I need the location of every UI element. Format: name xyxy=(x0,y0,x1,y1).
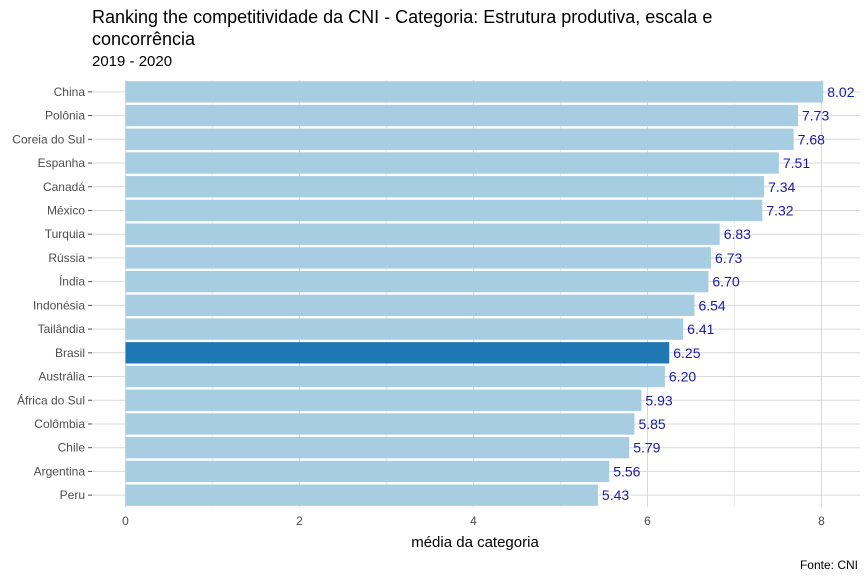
bar-layer xyxy=(125,81,824,506)
data-label: 6.70 xyxy=(712,274,739,290)
y-tick-label: Argentina xyxy=(34,464,86,478)
bar-indon-sia xyxy=(125,294,695,317)
bar-coreia-do-sul xyxy=(125,128,794,150)
data-label: 6.83 xyxy=(724,226,751,242)
source-caption: Fonte: CNI xyxy=(799,558,858,572)
y-tick-label: Índia xyxy=(59,274,85,289)
bar-brasil xyxy=(125,342,670,364)
data-label: 6.54 xyxy=(698,297,725,313)
bar-espanha xyxy=(125,152,779,174)
data-label: 6.20 xyxy=(669,369,696,385)
x-tick-label: 0 xyxy=(122,514,129,528)
data-label: 5.85 xyxy=(638,416,665,432)
bar-austr-lia xyxy=(125,365,665,388)
y-tick-label: Espanha xyxy=(38,156,86,170)
y-tick-label: México xyxy=(47,203,85,217)
bar--ndia xyxy=(125,270,709,293)
y-tick-label: China xyxy=(54,85,86,99)
data-label: 7.73 xyxy=(802,108,829,124)
x-tick-label: 8 xyxy=(818,514,825,528)
data-label: 6.41 xyxy=(687,321,714,337)
data-label: 7.34 xyxy=(768,179,795,195)
chart-title: Ranking the competitividade da CNI - Cat… xyxy=(92,7,713,49)
data-label: 5.79 xyxy=(633,440,660,456)
data-label: 5.56 xyxy=(613,463,640,479)
y-tick-label: Chile xyxy=(58,441,86,455)
label-layer: 8.02 7.73 7.68 7.51 7.34 7.32 6.83 6.73 6.70 6.54… xyxy=(602,84,855,503)
y-tick-label: Polônia xyxy=(45,109,85,123)
bar--frica-do-sul xyxy=(125,389,642,411)
bar-argentina xyxy=(125,460,610,483)
y-tick-label: Peru xyxy=(60,488,85,502)
y-tick-label: Rússia xyxy=(48,251,85,265)
bar-peru xyxy=(125,484,598,506)
y-tick-label: Indonésia xyxy=(33,298,85,312)
bar-r-ssia xyxy=(125,247,712,269)
data-label: 7.32 xyxy=(766,202,793,218)
data-label: 7.68 xyxy=(798,131,825,147)
chart-subtitle: 2019 - 2020 xyxy=(92,53,173,70)
bar-turquia xyxy=(125,223,720,245)
bar-chile xyxy=(125,437,630,459)
data-label: 5.93 xyxy=(645,392,672,408)
y-tick-label: Brasil xyxy=(55,346,85,360)
bar-canad- xyxy=(125,176,765,198)
data-label: 7.51 xyxy=(783,155,810,171)
x-axis-label: média da categoria xyxy=(411,534,539,551)
bar-pol-nia xyxy=(125,104,799,127)
x-tick-label: 6 xyxy=(644,514,651,528)
bar-tail-ndia xyxy=(125,318,684,340)
x-tick-label: 4 xyxy=(470,514,477,528)
y-tick-label: Turquia xyxy=(45,227,86,241)
data-label: 8.02 xyxy=(827,84,854,100)
data-label: 6.25 xyxy=(673,345,700,361)
data-label: 6.73 xyxy=(715,250,742,266)
y-tick-label: Colômbia xyxy=(34,417,85,431)
bar-m-xico xyxy=(125,199,763,222)
y-tick-label: Tailândia xyxy=(38,322,86,336)
y-tick-label: Coreia do Sul xyxy=(12,132,85,146)
x-tick-label: 2 xyxy=(296,514,303,528)
y-tick-label: Austrália xyxy=(38,370,85,384)
axis-layer: China Polônia Coreia do Sul Espanha Canadá Mé… xyxy=(12,85,825,528)
y-tick-label: África do Sul xyxy=(17,392,85,407)
bar-col-mbia xyxy=(125,413,635,435)
y-tick-label: Canadá xyxy=(43,180,85,194)
bar-china xyxy=(125,81,824,103)
data-label: 5.43 xyxy=(602,487,629,503)
